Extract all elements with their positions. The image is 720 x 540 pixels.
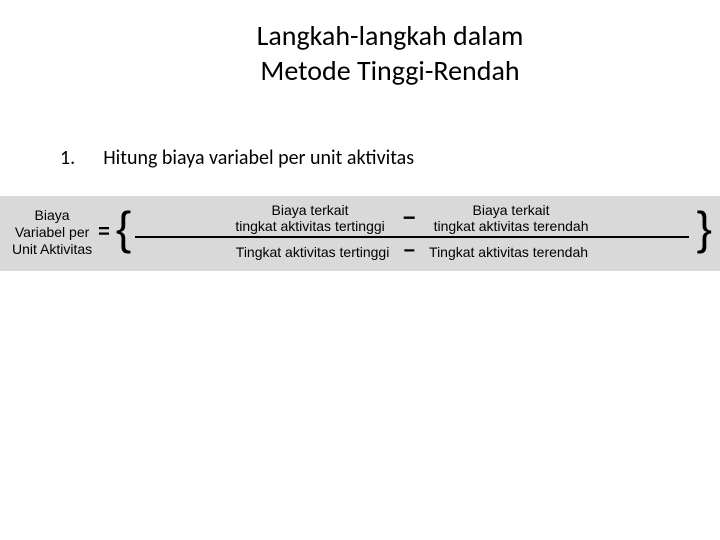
lhs-line2: Variabel per — [12, 224, 92, 241]
lhs-line1: Biaya — [12, 207, 92, 224]
numerator-right-term: Biaya terkait tingkat aktivitas terendah — [434, 202, 589, 234]
denominator-right: Tingkat aktivitas terendah — [429, 244, 588, 260]
num-right-line1: Biaya terkait — [434, 202, 589, 218]
open-brace-icon: { — [116, 210, 131, 247]
close-brace-icon: } — [697, 210, 712, 247]
num-right-line2: tingkat aktivitas terendah — [434, 218, 589, 234]
denominator-left: Tingkat aktivitas tertinggi — [236, 244, 390, 260]
num-left-line1: Biaya terkait — [235, 202, 384, 218]
title-line-1: Langkah-langkah dalam — [60, 18, 720, 53]
step-number: 1. — [60, 146, 75, 170]
denominator: Tingkat aktivitas tertinggi − Tingkat ak… — [135, 238, 688, 263]
title-line-2: Metode Tinggi-Rendah — [60, 53, 720, 88]
formula-lhs: Biaya Variabel per Unit Aktivitas — [8, 207, 92, 257]
lhs-line3: Unit Aktivitas — [12, 241, 92, 258]
step-row: 1. Hitung biaya variabel per unit aktivi… — [0, 146, 720, 170]
numerator: Biaya terkait tingkat aktivitas tertingg… — [135, 202, 688, 236]
fraction: Biaya terkait tingkat aktivitas tertingg… — [135, 202, 692, 263]
step-text: Hitung biaya variabel per unit aktivitas — [103, 146, 414, 170]
slide-title: Langkah-langkah dalam Metode Tinggi-Rend… — [60, 0, 720, 88]
num-left-line2: tingkat aktivitas tertinggi — [235, 218, 384, 234]
formula-block: Biaya Variabel per Unit Aktivitas = { Bi… — [0, 196, 720, 271]
equals-sign: = — [96, 221, 112, 244]
numerator-left-term: Biaya terkait tingkat aktivitas tertingg… — [235, 202, 384, 234]
denominator-minus: − — [393, 240, 425, 263]
numerator-minus: − — [397, 205, 422, 231]
